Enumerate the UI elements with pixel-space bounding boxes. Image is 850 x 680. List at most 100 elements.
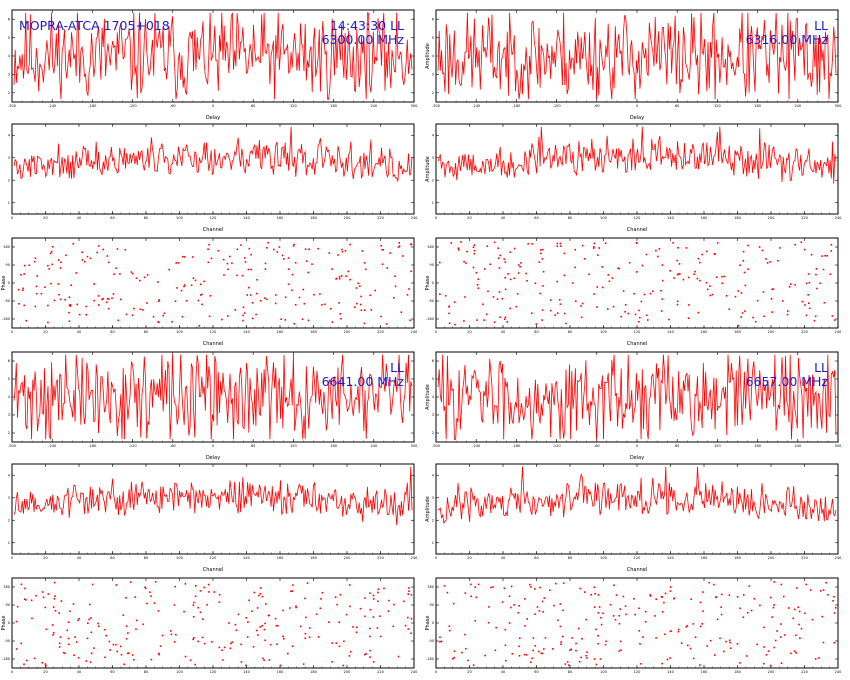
data-point bbox=[595, 663, 598, 666]
data-point bbox=[319, 293, 321, 295]
data-point bbox=[643, 293, 646, 296]
data-point bbox=[93, 647, 95, 649]
data-point bbox=[115, 643, 117, 646]
data-point bbox=[89, 257, 92, 260]
x-tick-label: 160 bbox=[701, 556, 708, 560]
x-tick-label: 180 bbox=[310, 216, 317, 220]
data-point bbox=[604, 643, 607, 646]
data-point bbox=[176, 287, 178, 289]
data-point bbox=[66, 629, 69, 632]
data-point bbox=[265, 603, 267, 605]
data-point bbox=[486, 245, 488, 247]
data-point bbox=[227, 315, 229, 317]
data-point bbox=[676, 273, 679, 276]
data-point bbox=[174, 300, 177, 302]
y-tick-label: 90 bbox=[6, 603, 10, 607]
x-tick-label: 180 bbox=[310, 556, 317, 560]
data-point bbox=[40, 292, 43, 295]
data-point bbox=[476, 319, 478, 321]
panel-frame bbox=[11, 463, 415, 555]
data-point bbox=[831, 315, 834, 317]
data-point bbox=[508, 595, 511, 598]
data-point bbox=[304, 248, 307, 250]
data-point bbox=[251, 302, 254, 304]
data-point bbox=[694, 636, 697, 638]
series-line bbox=[13, 12, 413, 100]
data-point bbox=[821, 255, 823, 257]
data-point bbox=[44, 663, 47, 665]
data-point bbox=[646, 314, 648, 317]
y-tick-label: 0 bbox=[8, 621, 10, 625]
data-point bbox=[410, 618, 413, 620]
y-tick-label: 90 bbox=[430, 263, 434, 267]
data-point bbox=[571, 637, 573, 639]
y-tick-label: 5 bbox=[8, 377, 10, 381]
data-point bbox=[556, 242, 559, 245]
data-point bbox=[473, 249, 476, 252]
data-point bbox=[269, 643, 272, 646]
data-point bbox=[559, 625, 562, 628]
data-point bbox=[294, 304, 297, 306]
data-point bbox=[766, 262, 769, 264]
data-point bbox=[116, 650, 118, 653]
x-tick-label: 160 bbox=[277, 330, 284, 334]
panel-9: 0 20 40 60 80 100 120 140 160 180 200 220 240 4 3 2 1 Cha… bbox=[425, 463, 841, 573]
data-point bbox=[274, 617, 277, 620]
data-point bbox=[195, 585, 197, 587]
data-point bbox=[618, 650, 621, 652]
data-point bbox=[562, 635, 564, 638]
data-point bbox=[292, 245, 295, 247]
x-tick-label: -300 bbox=[432, 104, 440, 108]
data-point bbox=[504, 276, 506, 279]
data-point bbox=[826, 255, 828, 257]
data-point bbox=[543, 597, 546, 599]
data-point bbox=[246, 294, 248, 296]
data-point bbox=[534, 282, 537, 285]
data-point bbox=[170, 633, 173, 636]
data-point bbox=[36, 275, 38, 277]
data-point bbox=[104, 628, 106, 631]
data-point bbox=[577, 627, 580, 630]
data-point bbox=[485, 313, 488, 316]
x-tick-label: 80 bbox=[568, 216, 572, 220]
data-point bbox=[702, 610, 704, 612]
x-tick-label: 60 bbox=[110, 556, 114, 560]
data-point bbox=[349, 278, 351, 281]
data-point bbox=[338, 302, 340, 304]
x-tick-label: -180 bbox=[88, 104, 96, 108]
data-point bbox=[804, 304, 806, 306]
data-point bbox=[687, 317, 690, 319]
data-point bbox=[35, 594, 37, 597]
data-point bbox=[609, 603, 612, 606]
data-point bbox=[679, 273, 681, 275]
data-point bbox=[470, 595, 472, 598]
panel-7: -300 -240 -180 -120 -60 0 60 120 180 240 300 6 5 4 3 2 D… bbox=[425, 351, 841, 461]
data-point bbox=[795, 634, 797, 637]
x-tick-label: -60 bbox=[594, 104, 600, 108]
data-point bbox=[53, 598, 56, 600]
data-point bbox=[619, 640, 622, 643]
data-point bbox=[85, 660, 88, 662]
panel-frame bbox=[11, 351, 415, 443]
data-point bbox=[168, 268, 170, 271]
data-point bbox=[505, 659, 507, 662]
data-point bbox=[370, 309, 373, 311]
y-tick-label: 3 bbox=[8, 413, 10, 417]
data-point bbox=[464, 592, 467, 594]
data-point bbox=[175, 262, 177, 264]
x-tick-label: 180 bbox=[734, 330, 741, 334]
data-point bbox=[742, 260, 745, 262]
y-tick-label: 180 bbox=[3, 245, 10, 249]
panel-annotation: 14:43:30 LL bbox=[330, 18, 404, 33]
data-point bbox=[210, 257, 213, 260]
data-point bbox=[647, 319, 649, 321]
data-point bbox=[281, 254, 284, 257]
data-point bbox=[266, 247, 268, 249]
data-point bbox=[276, 643, 278, 646]
data-point bbox=[767, 650, 770, 652]
y-tick-label: 6 bbox=[432, 359, 434, 363]
data-point bbox=[740, 292, 743, 294]
panel-4: 0 20 40 60 80 100 120 140 160 180 200 220 240 180 90 0 -… bbox=[1, 237, 417, 347]
data-point bbox=[777, 259, 779, 262]
x-tick-label: -180 bbox=[88, 444, 96, 448]
